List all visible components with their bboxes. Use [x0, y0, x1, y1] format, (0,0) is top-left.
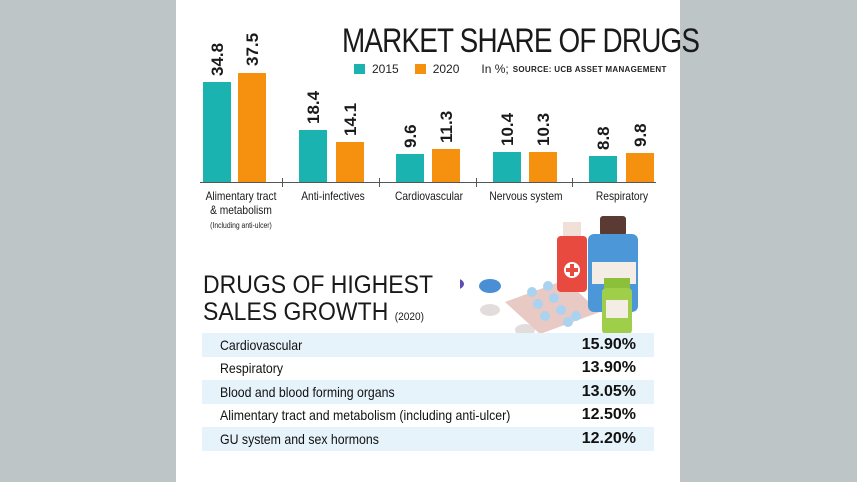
- axis-tick: [476, 178, 477, 187]
- category-note: (Including anti-ulcer): [210, 221, 272, 230]
- category-label-alimentary: Alimentary tract & metabolism (Including…: [202, 189, 280, 233]
- growth-title: DRUGS OF HIGHEST SALES GROWTH (2020): [203, 272, 433, 331]
- table-row: Blood and blood forming organs 13.05%: [202, 380, 654, 404]
- category-line: & metabolism: [210, 203, 272, 217]
- value-2020-alimentary: 37.5: [243, 32, 262, 66]
- value-2020-respiratory: 9.8: [631, 123, 650, 147]
- legend-label-2015: 2015: [372, 62, 399, 76]
- axis-tick: [379, 178, 380, 187]
- value-2020-nervous: 10.3: [534, 112, 553, 146]
- category-line: (Including anti-ulcer): [202, 217, 280, 233]
- table-row: Alimentary tract and metabolism (includi…: [202, 404, 654, 428]
- medicine-illustration-icon: [460, 216, 638, 336]
- growth-title-text: SALES GROWTH: [203, 298, 389, 326]
- unit-note: In %;: [481, 62, 509, 76]
- category-label-nervous: Nervous system: [489, 189, 563, 203]
- row-label: GU system and sex hormons: [220, 430, 379, 447]
- value-2015-cardiovascular: 9.6: [401, 124, 420, 148]
- row-label: Alimentary tract and metabolism (includi…: [220, 407, 511, 424]
- table-row: Respiratory 13.90%: [202, 357, 654, 381]
- bar-2015-alimentary: [203, 82, 231, 182]
- legend-label-2020: 2020: [432, 62, 460, 76]
- growth-title-line2: SALES GROWTH (2020): [203, 299, 433, 331]
- row-label: Respiratory: [220, 360, 284, 377]
- row-label: Blood and blood forming organs: [220, 383, 395, 400]
- row-label: Cardiovascular: [220, 336, 303, 353]
- legend-swatch-2015: [354, 64, 365, 74]
- growth-title-line1: DRUGS OF HIGHEST: [203, 271, 434, 299]
- legend-swatch-2020: [414, 64, 426, 74]
- value-2020-antiinfectives: 14.1: [341, 102, 360, 136]
- bar-2015-nervous: [493, 152, 521, 182]
- row-value: 13.90%: [581, 359, 636, 377]
- row-value: 15.90%: [581, 335, 636, 353]
- bar-2015-antiinfectives: [299, 130, 327, 182]
- axis-tick: [282, 178, 283, 187]
- category-label-cardiovascular: Cardiovascular: [394, 189, 464, 203]
- source-note: SOURCE: UCB ASSET MANAGEMENT: [512, 64, 667, 74]
- value-2015-alimentary: 34.8: [208, 42, 227, 76]
- chart-title: MARKET SHARE OF DRUGS: [342, 22, 700, 60]
- row-value: 12.20%: [581, 429, 636, 447]
- bar-2020-cardiovascular: [432, 149, 460, 182]
- growth-table: Cardiovascular 15.90% Respiratory 13.90%…: [202, 333, 654, 451]
- bar-2020-respiratory: [626, 153, 654, 182]
- bar-2020-antiinfectives: [336, 142, 364, 182]
- x-axis: [200, 182, 656, 183]
- row-value: 13.05%: [581, 382, 636, 400]
- bar-2015-respiratory: [589, 156, 617, 182]
- category-label-antiinfectives: Anti-infectives: [301, 189, 365, 203]
- growth-year: (2020): [394, 311, 424, 323]
- value-2015-nervous: 10.4: [498, 112, 517, 146]
- category-label-respiratory: Respiratory: [595, 189, 649, 203]
- value-2015-antiinfectives: 18.4: [304, 90, 323, 124]
- table-row: Cardiovascular 15.90%: [202, 333, 654, 357]
- bar-2015-cardiovascular: [396, 154, 424, 182]
- row-value: 12.50%: [581, 406, 636, 424]
- chart-legend: 2015 2020 In %; SOURCE: UCB ASSET MANAGE…: [354, 62, 667, 76]
- category-line: Alimentary tract: [205, 189, 277, 203]
- bar-2020-nervous: [529, 152, 557, 182]
- bar-2020-alimentary: [238, 73, 266, 182]
- table-row: GU system and sex hormons 12.20%: [202, 427, 654, 451]
- value-2015-respiratory: 8.8: [594, 126, 613, 150]
- value-2020-cardiovascular: 11.3: [437, 110, 456, 143]
- axis-tick: [572, 178, 573, 187]
